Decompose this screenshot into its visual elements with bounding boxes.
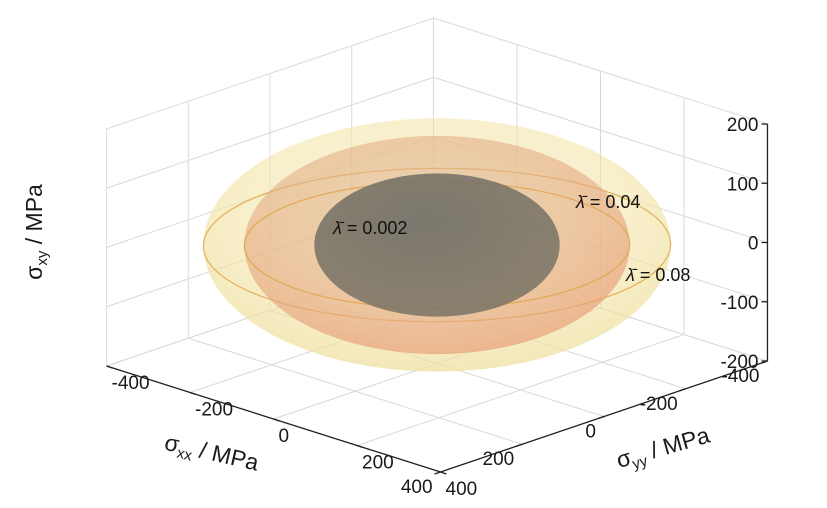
box-edge <box>433 17 768 125</box>
z-tick-label: 0 <box>748 234 759 255</box>
z-tick-label: 100 <box>727 174 759 195</box>
label-series-1: λ̄ = 0.04 <box>575 192 640 212</box>
surface-0 <box>314 173 560 317</box>
z-tick-label: -200 <box>720 352 758 373</box>
z-tick-label: 200 <box>727 115 759 136</box>
wall-grid-zy <box>433 76 768 184</box>
y-tick <box>273 418 280 422</box>
z-axis-label: σxy / MPa <box>21 184 51 280</box>
x-tick <box>597 415 605 420</box>
x-tick-label: -200 <box>640 394 678 415</box>
wall-grid-zx <box>106 76 434 189</box>
box-edge <box>106 17 434 130</box>
x-tick-label: 0 <box>585 422 596 443</box>
axes-layer <box>106 123 769 475</box>
y-tick-label: 400 <box>446 479 478 500</box>
y-tick <box>106 365 113 369</box>
label-series-0: λ̄ = 0.002 <box>332 218 407 238</box>
x-tick-label: -400 <box>721 366 759 387</box>
y-tick-label: -200 <box>195 399 233 420</box>
y-tick-label: -400 <box>112 373 150 394</box>
x-tick-label: 200 <box>483 449 515 470</box>
x-tick-label: 400 <box>401 477 433 498</box>
y-tick-label: 0 <box>279 426 290 447</box>
surfaces-layer <box>202 118 672 372</box>
floor-grid-y <box>356 334 685 446</box>
tick-labels: -200-1000100200-400-2000200400-400-20002… <box>112 115 760 500</box>
x-tick <box>761 360 768 364</box>
y-tick <box>356 444 364 449</box>
x-axis-label: σxx / MPa <box>161 429 261 480</box>
y-axis-label: σyy / MPa <box>613 422 713 477</box>
y-tick-label: 200 <box>362 452 394 473</box>
y-tick <box>189 391 197 396</box>
x-tick <box>516 443 523 447</box>
label-series-2: λ̄ = 0.08 <box>625 265 690 285</box>
x-tick <box>434 471 441 475</box>
x-tick <box>679 388 686 392</box>
z-tick-label: -100 <box>720 293 758 314</box>
y-tick <box>440 471 447 475</box>
